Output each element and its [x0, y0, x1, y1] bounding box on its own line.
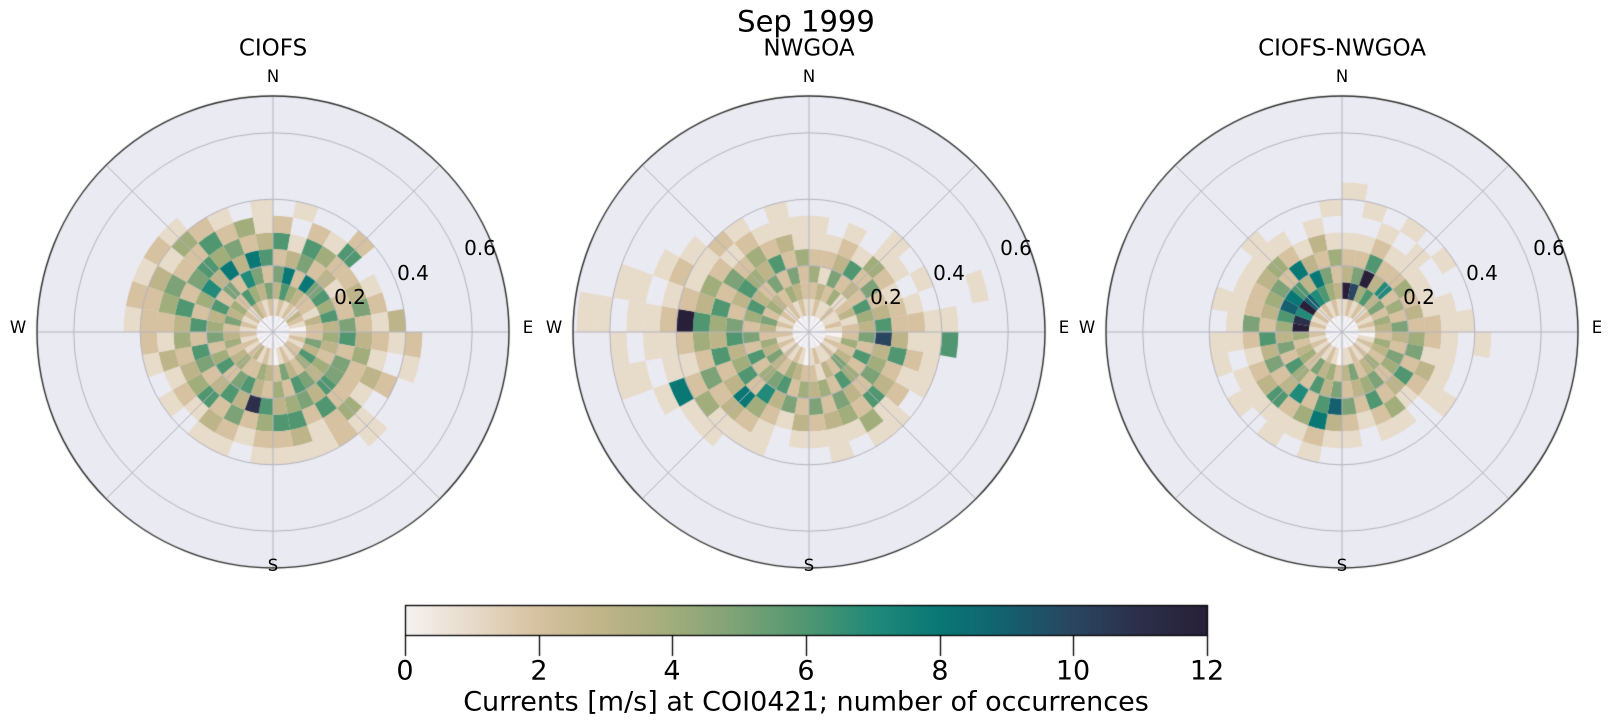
plot-2-compass-w: W	[1078, 317, 1096, 337]
plot-0-compass-s: S	[267, 555, 279, 575]
plot-1-rtick-label-0: 0.2	[870, 285, 902, 309]
plot-1-rtick-label-2: 0.6	[1000, 236, 1032, 260]
plot-0-compass-w: W	[9, 317, 27, 337]
plot-2-compass-e: E	[1591, 317, 1603, 337]
plot-1-compass-s: S	[803, 555, 815, 575]
plot-2-rtick-label-2: 0.6	[1533, 236, 1565, 260]
plot-1-compass-e: E	[1058, 317, 1070, 337]
plot-0-rtick-label-2: 0.6	[464, 236, 496, 260]
colorbar-tick-label-0: 0	[396, 655, 414, 687]
colorbar-tick-label-5: 10	[1055, 655, 1091, 687]
colorbar-tick-label-6: 12	[1189, 655, 1225, 687]
plot-1-compass-w: W	[545, 317, 563, 337]
plot-0-rtick-label-1: 0.4	[397, 261, 429, 285]
plot-2-title: CIOFS-NWGOA	[1258, 35, 1426, 62]
plot-0-compass-e: E	[522, 317, 534, 337]
figure-suptitle: Sep 1999	[737, 4, 875, 39]
plot-2-compass-s: S	[1336, 555, 1348, 575]
colorbar-tick-label-1: 2	[530, 655, 548, 687]
plot-1-rtick-label-1: 0.4	[933, 261, 965, 285]
plot-1-compass-n: N	[802, 66, 816, 86]
colorbar-tick-label-3: 6	[797, 655, 815, 687]
plot-2-compass-n: N	[1335, 66, 1349, 86]
colorbar-axis-label: Currents [m/s] at COI0421; number of occ…	[463, 686, 1149, 718]
plot-2-rtick-label-0: 0.2	[1403, 285, 1435, 309]
plot-2-rtick-label-1: 0.4	[1466, 261, 1498, 285]
plot-0-title: CIOFS	[238, 35, 308, 62]
colorbar-tick-label-4: 8	[931, 655, 949, 687]
plot-0-compass-n: N	[266, 66, 280, 86]
plot-1-title: NWGOA	[763, 35, 855, 62]
plot-0-rtick-label-0: 0.2	[334, 285, 366, 309]
colorbar-tick-label-2: 4	[663, 655, 681, 687]
